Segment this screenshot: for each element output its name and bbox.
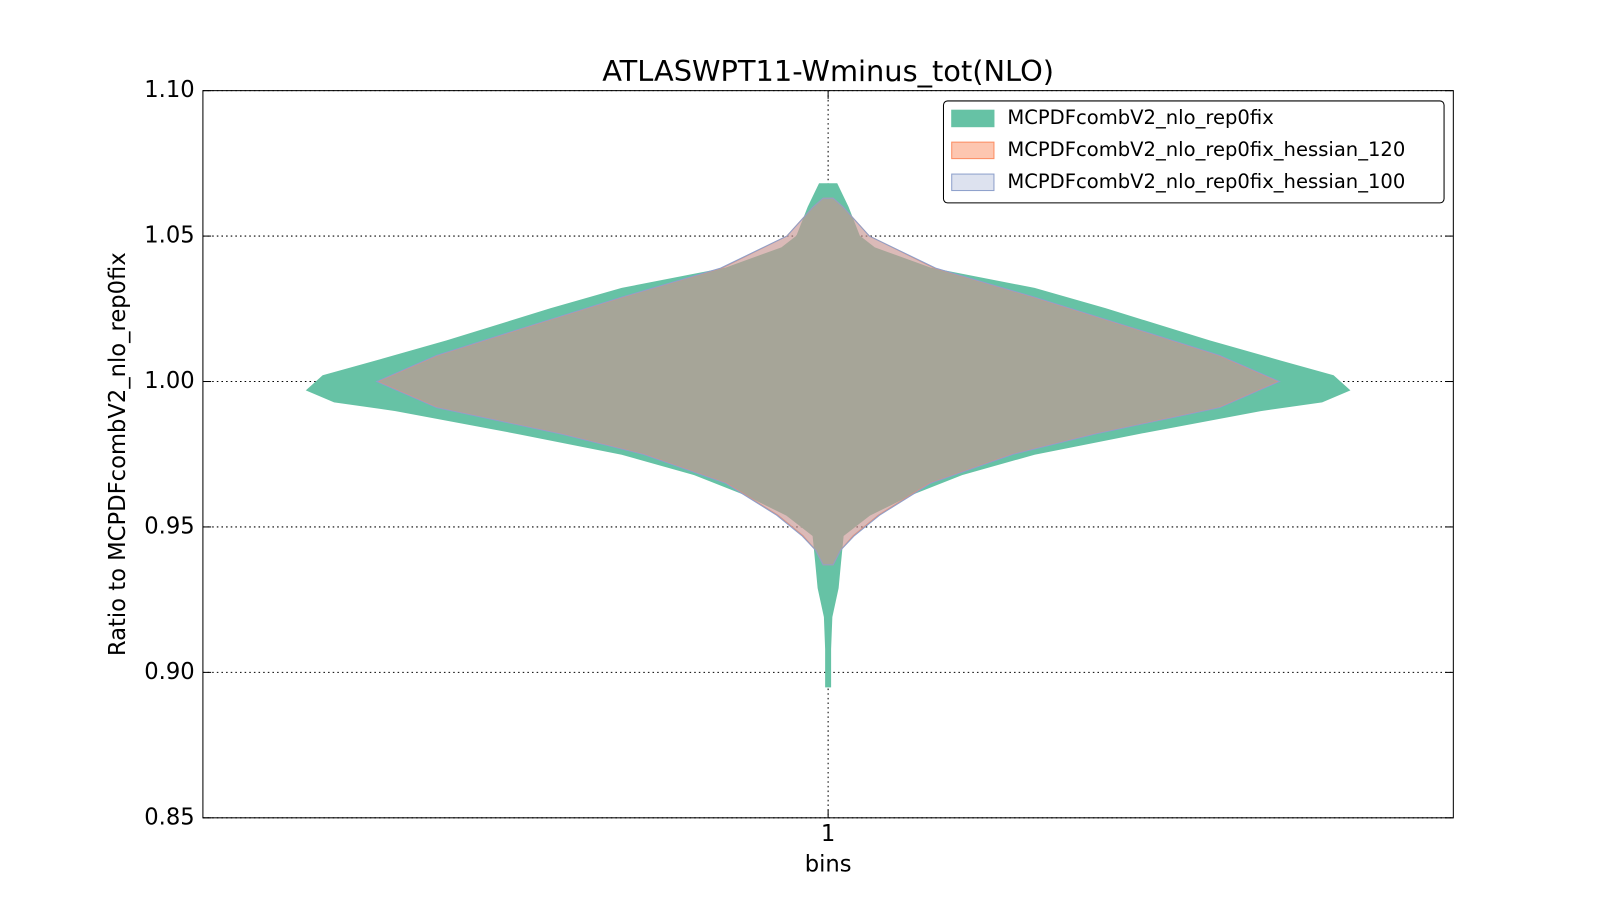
legend-label: MCPDFcombV2_nlo_rep0fix — [1007, 106, 1273, 129]
y-tick-label: 0.85 — [144, 804, 194, 830]
legend-swatch — [951, 173, 995, 192]
x-axis-label: bins — [805, 852, 852, 878]
chart-title: ATLASWPT11-Wminus_tot(NLO) — [602, 54, 1054, 88]
y-axis-label: Ratio to MCPDFcombV2_nlo_rep0fix — [105, 252, 131, 656]
legend-swatch — [951, 141, 995, 160]
y-tick-label: 0.95 — [144, 513, 194, 539]
plot-frame — [202, 90, 1454, 819]
legend-box — [942, 100, 1445, 204]
y-tick-label: 1.05 — [144, 223, 194, 249]
legend-label: MCPDFcombV2_nlo_rep0fix_hessian_100 — [1007, 170, 1405, 193]
legend-swatch — [951, 109, 995, 128]
x-tick-label: 1 — [821, 821, 835, 847]
y-tick-label: 1.10 — [144, 77, 194, 103]
plot-root: ATLASWPT11-Wminus_tot(NLO) bins Ratio to… — [105, 54, 1454, 878]
violin — [375, 197, 1281, 566]
y-tick-label: 1.00 — [144, 368, 194, 394]
y-tick-label: 0.90 — [144, 659, 194, 685]
legend-label: MCPDFcombV2_nlo_rep0fix_hessian_120 — [1007, 138, 1405, 161]
